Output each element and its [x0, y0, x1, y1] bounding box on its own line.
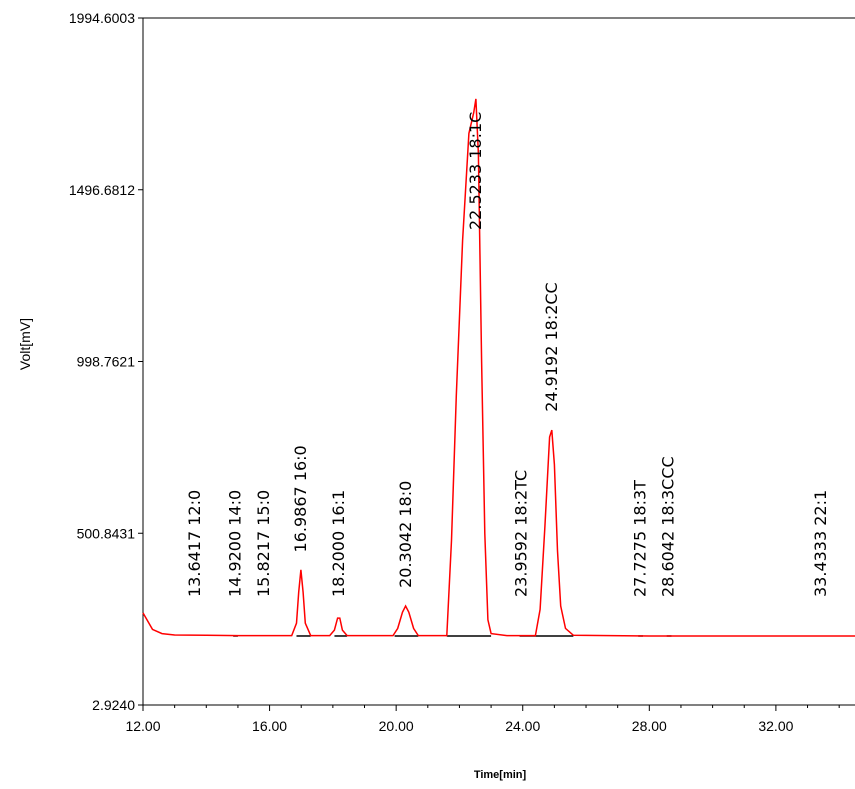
y-axis-label: Volt[mV]	[17, 318, 33, 370]
x-tick-label: 12.00	[125, 718, 160, 734]
x-tick-label: 32.00	[758, 718, 793, 734]
peak-label: 14.9200 14:0	[225, 490, 244, 597]
peak-label: 23.9592 18:2TC	[511, 470, 530, 597]
x-axis-label: Time[min]	[474, 769, 527, 781]
x-tick-label: 16.00	[252, 718, 287, 734]
peak-label: 24.9192 18:2CC	[542, 282, 561, 412]
y-tick-label: 500.8431	[77, 525, 136, 541]
peak-label: 18.2000 16:1	[329, 490, 348, 597]
peak-label: 13.6417 12:0	[185, 490, 204, 597]
peak-label: 16.9867 16:0	[291, 445, 310, 552]
peak-labels: 13.6417 12:0 14.9200 14:0 15.8217 15:0 16.9…	[185, 112, 830, 597]
peak-label: 33.4333 22:1	[811, 490, 830, 597]
peak-label: 20.3042 18:0	[396, 481, 415, 588]
peak-label: 15.8217 15:0	[254, 490, 273, 597]
peak-label: 27.7275 18:3T	[631, 480, 650, 597]
y-tick-label: 2.9240	[92, 697, 135, 713]
y-tick-label: 998.7621	[77, 354, 136, 370]
x-tick-label: 20.00	[379, 718, 414, 734]
x-tick-label: 28.00	[632, 718, 667, 734]
plot-frame	[142, 17, 855, 706]
signal-trace	[142, 98, 855, 637]
x-tick-label: 24.00	[505, 718, 540, 734]
x-axis-ticks: 12.00 16.00 20.00 24.00 28.00 32.00	[125, 705, 840, 734]
y-tick-label: 1994.6003	[69, 10, 135, 26]
peak-label: 28.6042 18:3CCC	[658, 456, 677, 597]
peak-label: 22.5233 18:1C	[466, 112, 485, 230]
signal-line	[142, 98, 855, 637]
y-axis-ticks: 1994.6003 1496.6812 998.7621 500.8431 2.9240	[69, 10, 143, 713]
y-tick-label: 1496.6812	[69, 182, 135, 198]
